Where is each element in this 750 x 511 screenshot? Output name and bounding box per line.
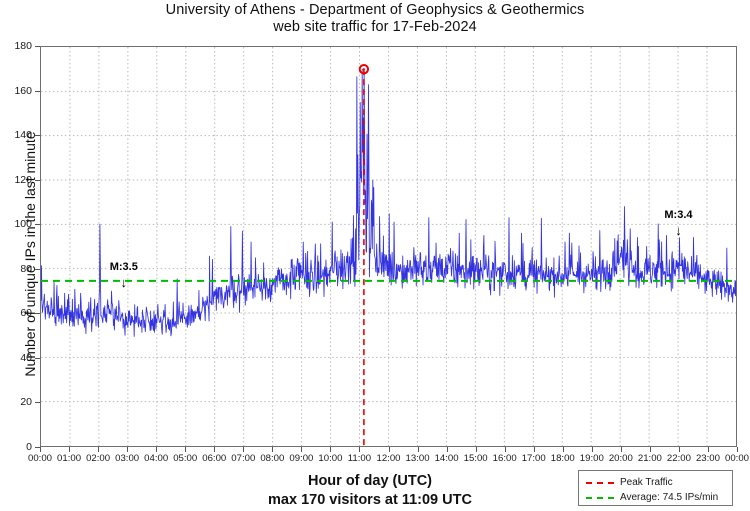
x-tick-label: 01:00 <box>57 453 82 464</box>
y-tick-mark <box>35 135 40 137</box>
y-tick-label: 20 <box>20 396 32 409</box>
plot-area: M:3.5 ↓ M:3.4 ↓ <box>40 46 737 447</box>
x-tick-label: 13:00 <box>405 453 430 464</box>
x-tick-mark <box>446 447 448 452</box>
x-tick-label: 00:00 <box>27 453 53 464</box>
x-tick-label: 19:00 <box>579 453 604 464</box>
x-tick-mark <box>330 447 332 452</box>
x-tick-label: 10:00 <box>318 453 343 464</box>
x-tick-label: 18:00 <box>550 453 575 464</box>
max-visitors-label: max 170 visitors at 11:09 UTC <box>268 492 472 508</box>
x-tick-mark <box>185 447 187 452</box>
x-tick-label: 03:00 <box>115 453 140 464</box>
y-tick-mark <box>35 46 40 47</box>
x-tick-mark <box>156 447 158 452</box>
x-tick-label: 22:00 <box>666 453 691 464</box>
x-tick-mark <box>417 447 419 452</box>
traffic-series <box>41 47 736 446</box>
x-tick-mark <box>504 447 506 452</box>
x-tick-label: 00:00 <box>724 453 750 464</box>
x-tick-mark <box>272 447 274 452</box>
x-tick-label: 17:00 <box>521 453 546 464</box>
x-tick-mark <box>98 447 100 452</box>
y-tick-label: 0 <box>26 441 32 453</box>
x-tick-mark <box>475 447 477 452</box>
y-tick-label: 140 <box>14 129 32 142</box>
y-tick-mark <box>35 90 40 92</box>
y-tick-label: 60 <box>20 307 32 320</box>
legend-dash-average-icon <box>586 496 614 499</box>
x-tick-mark <box>533 447 535 452</box>
x-tick-mark <box>620 447 622 452</box>
magnitude-annotation-1: M:3.5 <box>108 261 139 274</box>
magnitude-annotation-2: M:3.4 <box>663 208 694 221</box>
x-tick-label: 21:00 <box>637 453 662 464</box>
plot-inner: M:3.5 ↓ M:3.4 ↓ <box>41 47 736 446</box>
x-tick-label: 16:00 <box>492 453 517 464</box>
magnitude-annotation-1-arrow-icon: ↓ <box>120 275 128 291</box>
x-tick-mark <box>127 447 129 452</box>
chart-title: University of Athens - Department of Geo… <box>0 2 750 36</box>
magnitude-annotation-2-arrow-icon: ↓ <box>675 222 682 238</box>
chart-title-line-1: University of Athens - Department of Geo… <box>165 2 585 18</box>
x-tick-mark <box>69 447 71 452</box>
x-axis-caption: Hour of day (UTC) max 170 visitors at 11… <box>40 472 700 510</box>
x-tick-label: 20:00 <box>608 453 633 464</box>
x-tick-mark <box>388 447 390 452</box>
y-tick-mark <box>35 224 40 226</box>
x-tick-label: 07:00 <box>231 453 256 464</box>
y-tick-label: 180 <box>14 40 32 52</box>
y-tick-label: 160 <box>14 84 32 97</box>
x-tick-mark <box>243 447 245 452</box>
x-axis-label: Hour of day (UTC) <box>307 473 433 489</box>
grid-lines <box>41 47 736 446</box>
y-tick-mark <box>35 179 40 181</box>
y-tick-label: 40 <box>20 351 32 364</box>
y-tick-mark <box>35 447 40 448</box>
legend-label-peak: Peak Traffic <box>620 477 673 488</box>
x-tick-mark <box>591 447 593 452</box>
x-tick-mark <box>214 447 216 452</box>
x-tick-label: 12:00 <box>376 453 401 464</box>
y-tick-label: 80 <box>20 262 32 275</box>
x-tick-mark <box>562 447 564 452</box>
legend-item-peak: Peak Traffic <box>586 475 726 490</box>
y-tick-label: 100 <box>14 218 32 231</box>
legend-item-average: Average: 74.5 IPs/min <box>586 490 726 505</box>
reference-lines <box>41 47 736 446</box>
y-tick-mark <box>35 357 40 359</box>
x-tick-label: 08:00 <box>260 453 285 464</box>
legend: Peak Traffic Average: 74.5 IPs/min <box>578 470 733 506</box>
x-axis: 00:00 01:00 02:00 03:00 04:00 05:00 06:00 07:00… <box>28 447 749 469</box>
y-tick-mark <box>35 268 40 270</box>
x-tick-label: 15:00 <box>463 453 488 464</box>
x-tick-label: 04:00 <box>144 453 169 464</box>
chart-title-line-2: web site traffic for 17-Feb-2024 <box>273 19 477 35</box>
x-tick-label: 02:00 <box>86 453 111 464</box>
legend-label-average: Average: 74.5 IPs/min <box>620 492 719 503</box>
y-tick-label: 120 <box>14 173 32 186</box>
x-tick-label: 14:00 <box>434 453 459 464</box>
x-tick-label: 11:00 <box>347 453 372 464</box>
x-tick-mark <box>678 447 680 452</box>
x-tick-mark <box>40 447 41 452</box>
x-tick-label: 09:00 <box>289 453 314 464</box>
x-tick-mark <box>737 447 738 452</box>
x-tick-mark <box>301 447 303 452</box>
y-axis-label: Number of unique IPs in the last minute <box>22 131 38 377</box>
y-tick-mark <box>35 402 40 404</box>
x-tick-label: 23:00 <box>695 453 720 464</box>
x-tick-mark <box>649 447 651 452</box>
x-tick-label: 06:00 <box>202 453 227 464</box>
x-tick-label: 05:00 <box>173 453 198 464</box>
legend-dash-peak-icon <box>586 481 614 484</box>
x-tick-mark <box>707 447 709 452</box>
x-tick-mark <box>359 447 361 452</box>
y-axis: 0 20 40 60 80 100 120 140 160 180 Number of uniqu… <box>0 40 40 453</box>
y-tick-mark <box>35 313 40 315</box>
